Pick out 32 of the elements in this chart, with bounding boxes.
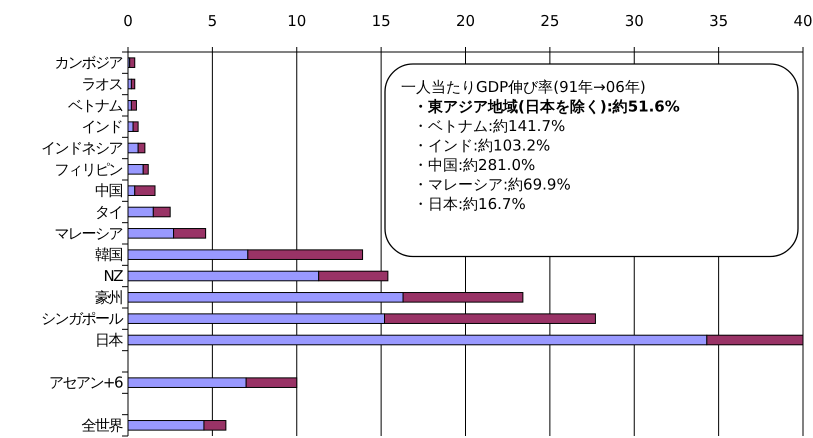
x-tick-label: 20 <box>456 12 476 30</box>
y-tick-label: 中国 <box>95 182 122 200</box>
x-tick-label: 0 <box>123 12 133 30</box>
annotation: 一人当たりGDP伸び率(91年→06年) <box>401 78 646 96</box>
x-tick-label: 35 <box>709 12 728 30</box>
annotation: ・マレーシア:約69.9% <box>413 176 571 194</box>
y-tick-label: インドネシア <box>41 139 122 157</box>
y-tick-label: 全世界 <box>82 416 124 434</box>
x-tick-label: 5 <box>208 12 218 30</box>
annotation: ・中国:約281.0% <box>413 156 536 174</box>
x-tick-label: 15 <box>372 12 391 30</box>
x-tick-label: 10 <box>287 12 306 30</box>
y-tick-label: 韓国 <box>95 246 122 264</box>
y-tick-label: タイ <box>95 203 122 221</box>
annotation: ・ベトナム:約141.7% <box>413 117 566 135</box>
y-tick-label: インド <box>82 118 122 136</box>
y-tick-label: ベトナム <box>68 96 122 114</box>
x-tick-label: 25 <box>540 12 560 30</box>
x-tick-label: 30 <box>624 12 644 30</box>
annotation: ・インド:約103.2% <box>413 136 550 154</box>
annotation: ・東アジア地域(日本を除く):約51.6% <box>413 98 680 116</box>
y-tick-label: フィリピン <box>54 160 122 178</box>
y-tick-label: ラオス <box>82 75 122 93</box>
y-tick-label: シンガポール <box>41 310 124 328</box>
y-tick-label: NZ <box>104 267 124 285</box>
y-tick-label: カンボジア <box>54 54 122 72</box>
y-tick-label: アセアン+6 <box>48 374 123 392</box>
y-tick-label: 日本 <box>95 331 124 349</box>
annotation: ・日本:約16.7% <box>413 195 526 213</box>
y-tick-label: マレーシア <box>54 224 122 242</box>
y-tick-label: 豪州 <box>95 288 122 306</box>
x-tick-label: 40 <box>793 12 813 30</box>
